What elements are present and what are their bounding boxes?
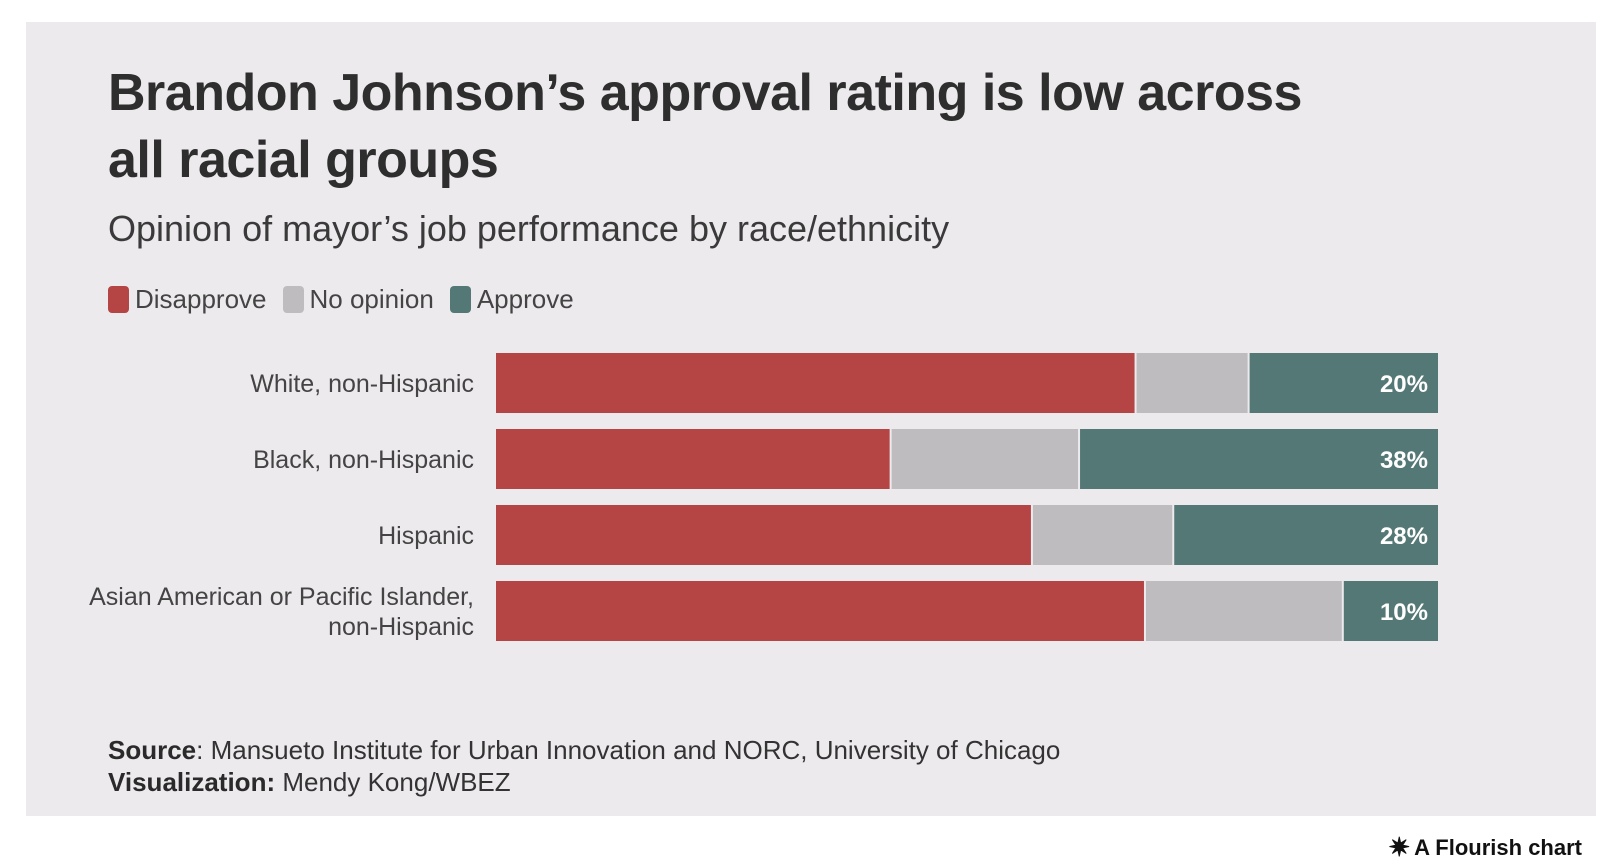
- visualization-label: Visualization:: [108, 767, 276, 797]
- legend-label-disapprove: Disapprove: [135, 284, 267, 314]
- bar-segment-disapprove[interactable]: [496, 581, 1144, 641]
- chart-panel: Brandon Johnson’s approval rating is low…: [26, 22, 1596, 816]
- data-label: 20%: [1380, 371, 1428, 398]
- flourish-credit[interactable]: ✷ A Flourish chart: [1388, 832, 1582, 863]
- visualization-line: Visualization: Mendy Kong/WBEZ: [108, 766, 1060, 798]
- category-label: White, non-Hispanic: [250, 370, 474, 398]
- legend-swatch-approve: [449, 286, 471, 313]
- data-label: 10%: [1380, 599, 1428, 626]
- category-label: Asian American or Pacific Islander, non-H…: [89, 583, 474, 641]
- category-label: Hispanic: [378, 522, 474, 550]
- legend-swatch-disapprove: [108, 286, 129, 313]
- flourish-credit-text: A Flourish chart: [1414, 834, 1582, 860]
- legend-label-approve: Approve: [476, 284, 574, 314]
- data-label: 28%: [1380, 523, 1428, 550]
- bar-segment-no-opinion[interactable]: [1136, 353, 1248, 413]
- legend-label-no-opinion: No opinion: [309, 284, 434, 314]
- source-line: Source: Mansueto Institute for Urban Inn…: [108, 734, 1060, 766]
- bar-segment-approve[interactable]: [1249, 353, 1438, 413]
- data-label: 38%: [1380, 447, 1428, 474]
- chart-subtitle: Opinion of mayor’s job performance by ra…: [108, 208, 950, 249]
- bar-segment-disapprove[interactable]: [496, 429, 890, 489]
- bar-segment-approve[interactable]: [1343, 581, 1438, 641]
- source-label: Source: [108, 735, 197, 765]
- bar-segment-approve[interactable]: [1174, 505, 1438, 565]
- bar-segment-no-opinion[interactable]: [1032, 505, 1173, 565]
- visualization-text: Mendy Kong/WBEZ: [275, 767, 511, 797]
- bar-segment-no-opinion[interactable]: [891, 429, 1079, 489]
- legend-swatch-no-opinion: [282, 286, 304, 313]
- bar-segment-no-opinion[interactable]: [1145, 581, 1342, 641]
- chart-title: Brandon Johnson’s approval rating is low…: [108, 64, 1302, 189]
- legend-item-approve[interactable]: Approve: [449, 284, 574, 315]
- bar-segment-disapprove[interactable]: [496, 505, 1031, 565]
- legend-item-disapprove[interactable]: Disapprove: [108, 284, 267, 315]
- bar-segment-disapprove[interactable]: [496, 353, 1135, 413]
- legend: Disapprove No opinion Approve: [108, 284, 590, 315]
- flourish-asterisk-icon: ✷: [1388, 832, 1411, 862]
- category-label: Black, non-Hispanic: [253, 446, 474, 474]
- stacked-bar-chart: White, non-Hispanic 20% Black, non-Hispani…: [89, 353, 1438, 641]
- source-text: : Mansueto Institute for Urban Innovatio…: [196, 735, 1061, 765]
- bar-segment-approve[interactable]: [1080, 429, 1438, 489]
- footer: Source: Mansueto Institute for Urban Inn…: [108, 734, 1060, 798]
- legend-item-no-opinion[interactable]: No opinion: [282, 284, 434, 315]
